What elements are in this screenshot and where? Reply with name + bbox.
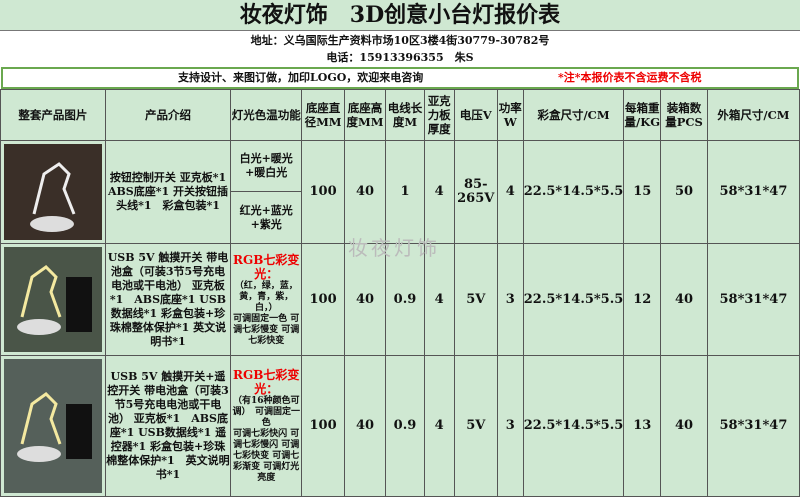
cell: 40: [660, 355, 708, 497]
cell: 40: [343, 140, 387, 244]
cell: 58*31*47: [706, 243, 800, 356]
header-cell: 外箱尺寸/CM: [706, 89, 800, 141]
cell: 22.5*14.5*5.5: [522, 140, 625, 244]
cell: 58*31*47: [706, 355, 800, 497]
light-function: RGB七彩变光： （有16种颜色可调） 可调固定一色 可调七彩快闪 可调七彩慢闪 可…: [230, 355, 303, 497]
light-desc: （有16种颜色可调） 可调固定一色: [232, 396, 300, 428]
phone: 电话：15913396355 朱S: [326, 51, 474, 64]
product-intro: USB 5V 触摸开关 带电池盒（可装3节5号充电电池或干电池） 亚克板*1 A…: [104, 243, 232, 356]
header-cell: 灯光色温功能: [230, 89, 303, 141]
cell: 0.9: [385, 355, 425, 497]
light-title: RGB七彩变光：: [233, 368, 300, 396]
header-cell: 底座高度MM: [343, 89, 387, 141]
light-modes: 可调七彩快闪 可调七彩慢闪 可调七彩快变 可调七彩渐变 可调灯光亮度: [233, 429, 300, 483]
product-image: [4, 359, 102, 493]
product-image: [4, 144, 102, 240]
header-cell: 产品介绍: [104, 89, 232, 141]
cell: 5V: [453, 243, 498, 356]
cell: 4: [496, 140, 524, 244]
cell: 0.9: [385, 243, 425, 356]
table-row: USB 5V 触摸开关 带电池盒（可装3节5号充电电池或干电池） 亚克板*1 A…: [0, 243, 800, 356]
header-cell: 装箱数量PCS: [660, 89, 708, 141]
header-row: 整套产品图片 产品介绍 灯光色温功能 底座直径MM 底座高度MM 电线长度M 亚…: [0, 89, 800, 141]
cell: 22.5*14.5*5.5: [522, 243, 625, 356]
price-table: 整套产品图片 产品介绍 灯光色温功能 底座直径MM 底座高度MM 电线长度M 亚…: [0, 89, 800, 497]
header-cell: 底座直径MM: [301, 89, 345, 141]
light-modes: 可调固定一色 可调七彩慢变 可调七彩快变: [233, 313, 300, 346]
cell: 50: [660, 140, 708, 244]
page-title: 妆夜灯饰 3D创意小台灯报价表: [0, 0, 800, 31]
light-function: RGB七彩变光： （红，绿，蓝，黄，青，紫，白，） 可调固定一色 可调七彩慢变 可调…: [230, 243, 303, 356]
slogan: 支持设计、来图订做，加印LOGO，欢迎来电咨询: [178, 71, 424, 84]
cell: 58*31*47: [706, 140, 800, 244]
cell: 40: [343, 355, 387, 497]
cell: 40: [660, 243, 708, 356]
cell: 13: [623, 355, 662, 497]
product-intro: USB 5V 触摸开关+遥控开关 带电池盒（可装3节5号充电电池或干电池） 亚克…: [104, 355, 232, 497]
table-row: 按钮控制开关 亚克板*1 ABS底座*1 开关按钮插头线*1 彩盒包装*1 白光…: [0, 140, 800, 244]
header-cell: 亚克力板厚度: [423, 89, 455, 141]
note-bar: 支持设计、来图订做，加印LOGO，欢迎来电咨询 *注*本报价表不含运费不含税: [1, 67, 799, 89]
cell: 100: [301, 355, 345, 497]
header-cell: 电线长度M: [385, 89, 425, 141]
header-cell: 整套产品图片: [0, 89, 106, 141]
light-function: 红光+蓝光+紫光: [230, 191, 303, 244]
cell: 4: [423, 140, 455, 244]
light-desc: （红，绿，蓝，黄，青，紫，白，）: [234, 280, 298, 313]
cell: 3: [496, 355, 524, 497]
notice: *注*本报价表不含运费不含税: [558, 71, 702, 84]
cell: 15: [623, 140, 662, 244]
header-cell: 每箱重量/KG: [623, 89, 662, 141]
header-cell: 彩盒尺寸/CM: [522, 89, 625, 141]
table-row: 红光+蓝光+紫光: [1, 191, 800, 244]
cell: 100: [301, 243, 345, 356]
light-title: RGB七彩变光：: [233, 252, 300, 281]
cell: 3: [496, 243, 524, 356]
cell: 100: [301, 140, 345, 244]
cell: 12: [623, 243, 662, 356]
product-image: [4, 247, 102, 352]
horse-lamp-icon: [17, 392, 93, 462]
table-row: USB 5V 触摸开关+遥控开关 带电池盒（可装3节5号充电电池或干电池） 亚克…: [0, 355, 800, 497]
header-cell: 功率W: [496, 89, 524, 141]
light-function: 白光+暖光+暖白光: [230, 140, 303, 192]
horse-lamp-icon: [30, 162, 76, 232]
cell: 4: [423, 243, 455, 356]
cell: 5V: [453, 355, 498, 497]
cell: 85-265V: [453, 140, 498, 244]
cell: 22.5*14.5*5.5: [522, 355, 625, 497]
header-cell: 电压V: [453, 89, 498, 141]
cell: 40: [343, 243, 387, 356]
cell: 4: [423, 355, 455, 497]
product-intro: 按钮控制开关 亚克板*1 ABS底座*1 开关按钮插头线*1 彩盒包装*1: [104, 140, 232, 244]
horse-lamp-icon: [17, 265, 93, 335]
cell: 1: [385, 140, 425, 244]
address: 地址：义乌国际生产资料市场10区3楼4街30779-30782号: [250, 34, 550, 47]
